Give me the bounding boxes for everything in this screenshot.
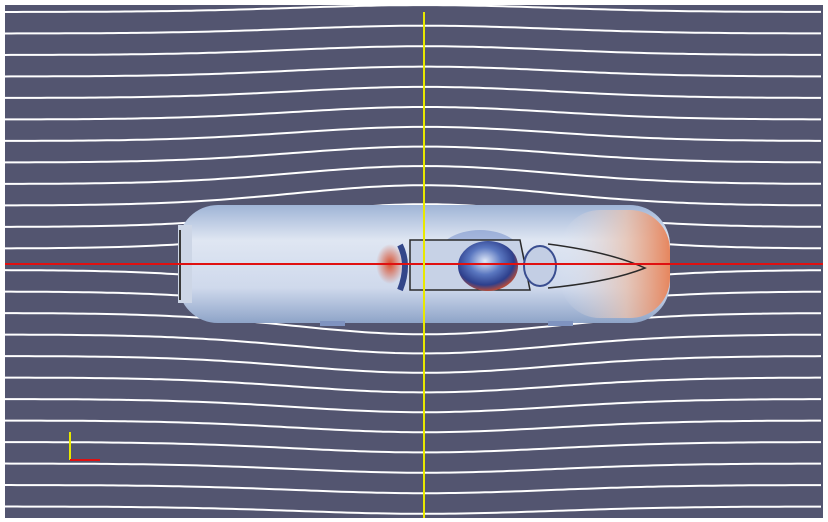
render-view bbox=[0, 0, 828, 522]
dome bbox=[458, 241, 518, 291]
rear-dome bbox=[524, 246, 556, 286]
skid bbox=[548, 321, 573, 326]
skid bbox=[320, 321, 345, 326]
page: (() => { const g = document.getElementBy… bbox=[0, 0, 828, 522]
